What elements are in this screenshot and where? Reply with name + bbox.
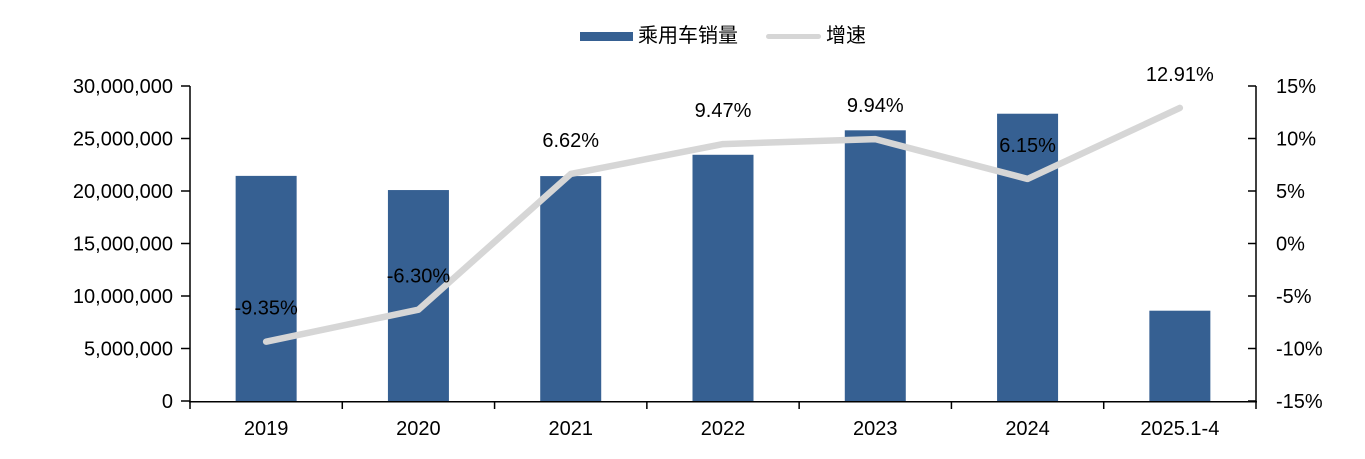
- left-axis-tick-label: 10,000,000: [73, 286, 173, 308]
- sales-bar-swatch: [580, 31, 633, 41]
- x-axis-category-label: 2024: [1005, 418, 1050, 440]
- chart-legend: 乘用车销量 增速: [190, 24, 1256, 48]
- legend-label-growth: 增速: [826, 25, 866, 47]
- growth-data-label: 12.91%: [1146, 64, 1214, 86]
- right-axis-tick-label: -5%: [1276, 286, 1312, 308]
- legend-label-sales: 乘用车销量: [638, 25, 738, 47]
- growth-line-swatch: [766, 33, 821, 39]
- growth-data-label: -6.30%: [387, 266, 451, 288]
- right-axis-tick-label: -15%: [1276, 391, 1323, 413]
- left-axis-tick-label: 15,000,000: [73, 234, 173, 256]
- growth-data-label: 6.15%: [999, 135, 1056, 157]
- x-axis-category-label: 2023: [853, 418, 898, 440]
- bar-2024: [997, 113, 1059, 401]
- bar-2020: [387, 190, 449, 401]
- x-axis-category-label: 2022: [701, 418, 746, 440]
- x-axis-category-label: 2019: [244, 418, 289, 440]
- left-axis-tick-label: 0: [162, 391, 173, 413]
- growth-data-label: 6.62%: [542, 130, 599, 152]
- right-axis-tick-label: 5%: [1276, 181, 1305, 203]
- bar-2019: [235, 175, 297, 401]
- growth-data-label: 9.47%: [695, 100, 752, 122]
- right-axis-tick-label: 0%: [1276, 234, 1305, 256]
- bar-2023: [844, 130, 906, 401]
- x-axis-category-label: 2020: [396, 418, 441, 440]
- right-axis-tick-label: 10%: [1276, 129, 1316, 151]
- bar-2025.1-4: [1149, 310, 1211, 401]
- left-axis-tick-label: 5,000,000: [84, 339, 173, 361]
- left-axis-tick-label: 30,000,000: [73, 76, 173, 98]
- growth-data-label: 9.94%: [847, 95, 904, 117]
- left-axis-tick-label: 25,000,000: [73, 129, 173, 151]
- bar-2021: [540, 176, 602, 401]
- legend-item-sales: 乘用车销量: [580, 24, 738, 48]
- right-axis-tick-label: -10%: [1276, 339, 1323, 361]
- left-axis-tick-label: 20,000,000: [73, 181, 173, 203]
- growth-data-label: -9.35%: [234, 298, 298, 320]
- growth-line: [262, 104, 1184, 345]
- x-axis-category-label: 2021: [548, 418, 593, 440]
- legend-item-growth: 增速: [766, 24, 866, 48]
- bar-2022: [692, 154, 754, 401]
- right-axis-tick-label: 15%: [1276, 76, 1316, 98]
- x-axis-category-label: 2025.1-4: [1140, 418, 1219, 440]
